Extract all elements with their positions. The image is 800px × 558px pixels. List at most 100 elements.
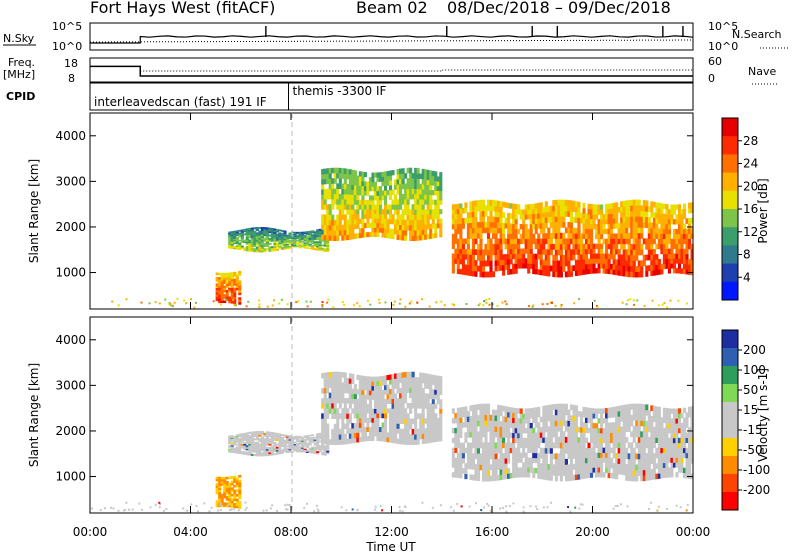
echo-cell [288, 438, 292, 441]
echo-cell [394, 418, 398, 424]
echo-cell [218, 487, 222, 491]
echo-cell [436, 389, 440, 395]
echo-cell [557, 425, 561, 432]
echo-cell [477, 304, 480, 307]
echo-cell [562, 205, 566, 212]
echo-cell [371, 426, 375, 432]
echo-cell [564, 436, 568, 443]
echo-cell [474, 415, 478, 422]
echo-cell [431, 180, 435, 186]
echo-cell [255, 246, 259, 249]
echo-cell [519, 263, 523, 269]
nsky-label: N.Sky [3, 32, 35, 45]
echo-cell [218, 300, 222, 304]
echo-cell [544, 270, 548, 277]
echo-cell [253, 248, 257, 251]
echo-cell [680, 238, 684, 245]
echo-cell [454, 233, 458, 240]
echo-cell [298, 234, 302, 236]
echo-cell [527, 209, 531, 215]
echo-cell [291, 436, 295, 439]
echo-cell [509, 268, 513, 275]
echo-cell [481, 469, 486, 476]
echo-cell [326, 244, 330, 247]
echo-cell [642, 415, 646, 421]
echo-cell [323, 239, 327, 242]
echo-cell [273, 453, 277, 456]
echo-cell [499, 458, 503, 465]
echo-cell [338, 382, 342, 388]
echo-cell [517, 408, 521, 414]
echo-cell [388, 418, 393, 424]
echo-cell [517, 447, 521, 453]
echo-cell [672, 263, 677, 269]
echo-cell [617, 437, 621, 443]
echo-cell [527, 472, 531, 478]
echo-cell [250, 443, 254, 446]
echo-cell [589, 413, 594, 419]
echo-cell [451, 447, 455, 453]
echo-cell [298, 244, 302, 247]
echo-cell [346, 377, 350, 384]
echo-cell [579, 432, 584, 438]
echo-cell [584, 457, 589, 464]
echo-cell [333, 224, 337, 231]
echo-cell [499, 426, 503, 433]
echo-cell [479, 403, 483, 410]
echo-cell [260, 244, 264, 248]
echo-cell [645, 243, 649, 250]
echo-cell [596, 306, 599, 309]
colorbar-frame [721, 329, 739, 511]
echo-cell [233, 237, 237, 239]
echo-cell [582, 223, 586, 229]
echo-cell [517, 423, 521, 429]
echo-cell [404, 418, 408, 425]
echo-cell [421, 194, 425, 200]
echo-cell [451, 253, 455, 259]
echo-cell [587, 412, 591, 419]
echo-cell [388, 427, 393, 434]
echo-cell [672, 442, 677, 449]
echo-cell [341, 204, 345, 210]
echo-cell [549, 216, 553, 223]
echo-cell [497, 200, 501, 207]
echo-cell [391, 437, 395, 444]
echo-cell [233, 437, 237, 440]
echo-cell [630, 199, 634, 206]
echo-cell [250, 431, 254, 434]
echo-cell [615, 217, 619, 224]
echo-cell [399, 229, 403, 236]
echo-cell [230, 436, 234, 439]
echo-cell [630, 442, 634, 449]
echo-cell [607, 258, 611, 265]
echo-cell [311, 237, 315, 239]
echo-cell [534, 437, 538, 444]
echo-cell [617, 207, 621, 213]
echo-cell [642, 453, 646, 460]
echo-cell [268, 234, 272, 237]
echo-cell [318, 445, 322, 448]
echo-cell [667, 268, 671, 274]
echo-cell [321, 453, 325, 456]
echo-cell [225, 294, 229, 297]
echo-cell [486, 409, 491, 416]
echo-cell [341, 224, 345, 231]
echo-cell [529, 427, 533, 434]
echo-cell [615, 463, 619, 469]
echo-cell [414, 408, 418, 414]
echo-cell [401, 408, 405, 414]
echo-cell [154, 503, 157, 506]
echo-cell [476, 227, 481, 234]
echo-cell [657, 422, 661, 428]
echo-cell [502, 442, 506, 449]
echo-cell [328, 204, 332, 210]
echo-cell [421, 184, 425, 190]
echo-cell [554, 254, 558, 261]
echo-cell [459, 407, 463, 413]
echo-cell [429, 223, 433, 230]
echo-cell [579, 442, 584, 449]
echo-cell [336, 371, 340, 378]
echo-cell [280, 236, 285, 239]
echo-cell [361, 176, 365, 182]
echo-cell [411, 219, 415, 226]
